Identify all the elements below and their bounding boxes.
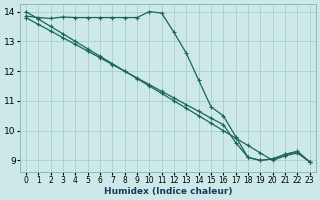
- X-axis label: Humidex (Indice chaleur): Humidex (Indice chaleur): [104, 187, 232, 196]
